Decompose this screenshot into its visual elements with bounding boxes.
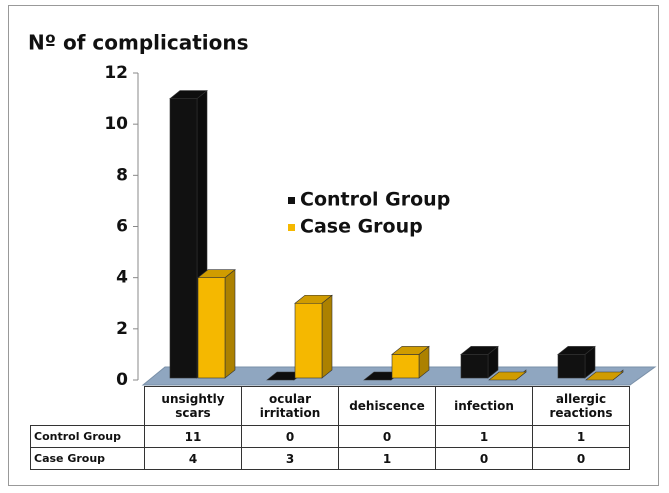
y-tick-label: 4 [116,268,128,288]
y-tick-label: 6 [116,217,128,237]
table-cell: 0 [435,447,533,470]
chart-title: Nº of complications [28,31,249,55]
table-cell: allergic reactions [532,386,630,426]
bar-face [169,90,208,99]
bar [585,369,624,381]
table-cell: 3 [241,447,339,470]
table-cell: 1 [435,425,533,448]
bar [488,369,527,381]
bar-face [294,302,323,379]
bar-face [391,354,420,379]
table-cell: 0 [532,447,630,470]
table-cell: 4 [144,447,242,470]
blank-cell [31,387,145,426]
bar-face [460,354,489,379]
bar-face [169,98,198,379]
table-row: Control Group 11 0 0 1 1 [30,425,630,448]
table-cell: ocular irritation [241,386,339,426]
bar-face [197,269,236,278]
y-tick-label: 10 [104,114,128,134]
bar-face [557,346,596,355]
y-tick-label: 2 [116,319,128,339]
table-cell: Control Group [30,425,145,448]
bar-face [294,294,333,304]
y-tick-label: 8 [116,165,128,185]
bar-face [460,346,499,355]
bar [294,294,333,379]
legend-label: Control Group [300,189,450,211]
bar-face [488,371,527,381]
table-row: Case Group 4 3 1 0 0 [30,447,630,470]
table-cell: 1 [532,425,630,448]
table-cell: Case Group [30,447,145,470]
bar-face [557,354,586,379]
table-cell: 11 [144,425,242,448]
table-cell: 0 [338,425,436,448]
bar-face [391,346,430,355]
frame [8,5,659,486]
legend-swatch [288,197,295,204]
table-cell: infection [435,386,533,426]
bar [391,345,430,379]
table-cell: 0 [241,425,339,448]
bar-face [224,269,236,379]
bar-face [321,294,333,379]
bar-face [585,371,624,381]
bar [557,345,596,379]
legend-swatch [288,224,295,231]
bar [197,269,236,379]
table-cell: unsightly scars [144,386,242,426]
data-table: unsightly scars ocular irritation dehiscen… [30,386,630,470]
bar [460,345,499,379]
y-tick-label: 12 [104,63,128,83]
table-cell: 1 [338,447,436,470]
table-cell: dehiscence [338,386,436,426]
y-tick-label: 0 [116,370,128,390]
table-row: unsightly scars ocular irritation dehiscen… [31,386,630,426]
legend-label: Case Group [300,216,423,238]
bar-face [197,277,226,379]
